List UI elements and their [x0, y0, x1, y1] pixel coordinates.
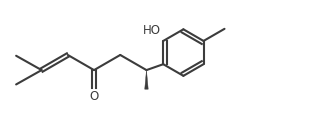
Text: HO: HO [143, 24, 161, 37]
Polygon shape [145, 70, 148, 89]
Text: O: O [89, 90, 99, 103]
